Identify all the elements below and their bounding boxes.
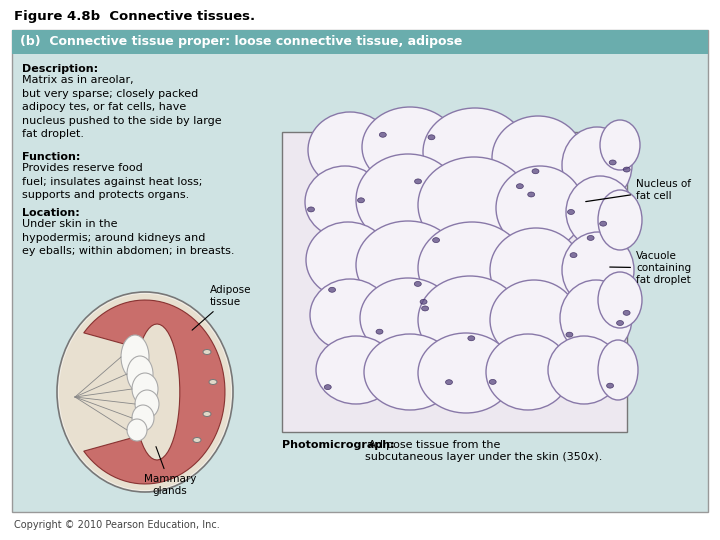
Ellipse shape — [121, 335, 149, 379]
Ellipse shape — [598, 272, 642, 328]
Ellipse shape — [418, 333, 514, 413]
Ellipse shape — [203, 411, 211, 416]
Ellipse shape — [492, 116, 584, 200]
Ellipse shape — [567, 210, 575, 214]
Text: Nucleus of
fat cell: Nucleus of fat cell — [586, 179, 691, 201]
Text: Location:: Location: — [22, 208, 80, 218]
Text: Adipose
tissue: Adipose tissue — [192, 286, 251, 330]
Ellipse shape — [59, 294, 231, 490]
Text: Vacuole
containing
fat droplet: Vacuole containing fat droplet — [610, 252, 691, 285]
Ellipse shape — [532, 168, 539, 174]
Text: Description:: Description: — [22, 64, 98, 74]
Ellipse shape — [606, 383, 613, 388]
Text: Figure 4.8b  Connective tissues.: Figure 4.8b Connective tissues. — [14, 10, 255, 23]
Ellipse shape — [57, 292, 233, 492]
Ellipse shape — [486, 334, 570, 410]
Ellipse shape — [127, 356, 153, 392]
Ellipse shape — [358, 198, 364, 203]
Ellipse shape — [364, 334, 456, 410]
Ellipse shape — [132, 405, 154, 431]
Ellipse shape — [516, 184, 523, 188]
Text: Function:: Function: — [22, 152, 81, 162]
Ellipse shape — [570, 253, 577, 258]
Ellipse shape — [306, 222, 390, 298]
Ellipse shape — [356, 221, 460, 309]
Bar — [282, 132, 627, 432]
Text: Photomicrograph:: Photomicrograph: — [282, 440, 395, 450]
Ellipse shape — [528, 192, 535, 197]
Ellipse shape — [307, 207, 315, 212]
Ellipse shape — [418, 276, 522, 364]
Ellipse shape — [420, 299, 427, 305]
Ellipse shape — [616, 321, 624, 326]
Text: (b)  Connective tissue proper: loose connective tissue, adipose: (b) Connective tissue proper: loose conn… — [20, 36, 462, 49]
Ellipse shape — [587, 235, 594, 240]
Ellipse shape — [489, 380, 496, 384]
Polygon shape — [84, 300, 225, 484]
Ellipse shape — [418, 222, 526, 314]
Ellipse shape — [127, 419, 147, 441]
Ellipse shape — [600, 120, 640, 170]
Ellipse shape — [379, 132, 387, 137]
Ellipse shape — [308, 112, 392, 188]
Ellipse shape — [362, 107, 458, 187]
Ellipse shape — [418, 157, 530, 253]
Ellipse shape — [623, 310, 630, 315]
Ellipse shape — [203, 349, 211, 354]
Ellipse shape — [468, 336, 474, 341]
Ellipse shape — [209, 380, 217, 384]
Ellipse shape — [566, 332, 573, 337]
Ellipse shape — [433, 238, 440, 242]
Ellipse shape — [609, 160, 616, 165]
Ellipse shape — [566, 176, 634, 248]
Ellipse shape — [422, 306, 428, 311]
Text: Mammary
glands: Mammary glands — [144, 447, 196, 496]
Ellipse shape — [446, 380, 452, 384]
Text: Matrix as in areolar,
but very sparse; closely packed
adipocy tes, or fat cells,: Matrix as in areolar, but very sparse; c… — [22, 75, 222, 139]
Ellipse shape — [415, 179, 421, 184]
Text: Under skin in the
hypodermis; around kidneys and
ey eballs; within abdomen; in b: Under skin in the hypodermis; around kid… — [22, 219, 235, 256]
Ellipse shape — [490, 280, 578, 360]
Bar — [12, 30, 708, 54]
Ellipse shape — [428, 135, 435, 140]
Text: Provides reserve food
fuel; insulates against heat loss;
supports and protects o: Provides reserve food fuel; insulates ag… — [22, 163, 202, 200]
Ellipse shape — [328, 287, 336, 292]
Ellipse shape — [324, 384, 331, 390]
Ellipse shape — [414, 281, 421, 286]
Ellipse shape — [376, 329, 383, 334]
Bar — [12, 30, 708, 512]
Ellipse shape — [600, 221, 607, 226]
Ellipse shape — [598, 190, 642, 250]
Ellipse shape — [132, 373, 158, 405]
Ellipse shape — [135, 390, 159, 418]
Ellipse shape — [360, 278, 456, 358]
Ellipse shape — [496, 166, 584, 250]
Ellipse shape — [490, 228, 582, 312]
Ellipse shape — [562, 232, 634, 308]
Ellipse shape — [624, 167, 630, 172]
Text: Copyright © 2010 Pearson Education, Inc.: Copyright © 2010 Pearson Education, Inc. — [14, 520, 220, 530]
Ellipse shape — [598, 340, 638, 400]
Ellipse shape — [548, 336, 620, 404]
Ellipse shape — [193, 437, 201, 442]
Ellipse shape — [305, 166, 385, 238]
Ellipse shape — [562, 127, 632, 203]
Text: Adipose tissue from the
subcutaneous layer under the skin (350x).: Adipose tissue from the subcutaneous lay… — [365, 440, 603, 462]
Ellipse shape — [356, 154, 460, 246]
Ellipse shape — [316, 336, 396, 404]
Ellipse shape — [560, 280, 632, 356]
Ellipse shape — [423, 108, 527, 196]
Ellipse shape — [310, 279, 390, 351]
